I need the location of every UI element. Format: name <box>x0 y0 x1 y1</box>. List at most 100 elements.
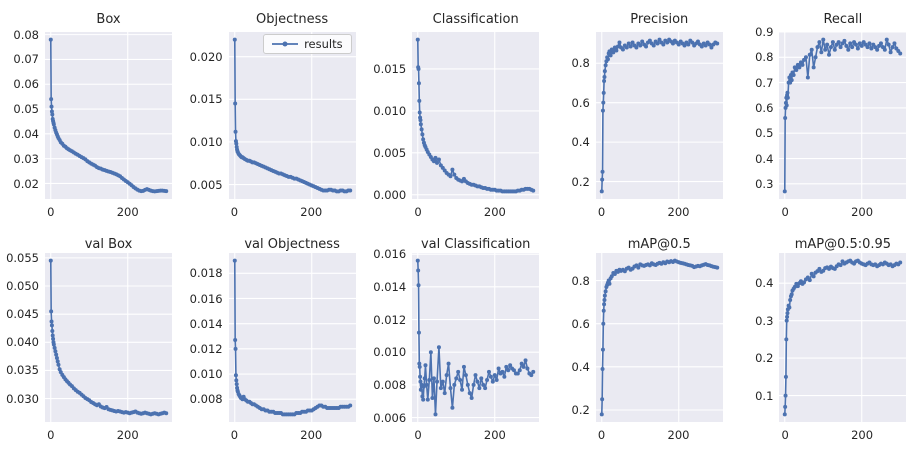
x-tick-label: 200 <box>483 205 506 219</box>
data-point <box>49 323 54 328</box>
data-point <box>600 367 605 371</box>
data-point <box>792 73 797 78</box>
data-point <box>825 42 830 47</box>
data-point <box>437 157 442 162</box>
subplot-recall: Recall 0.3 0.4 0.5 0.6 0.7 0.8 0.9 0 200 <box>734 0 918 230</box>
x-tick-label: 200 <box>116 428 139 442</box>
data-point <box>890 45 895 50</box>
data-point <box>612 45 617 50</box>
data-point <box>232 258 237 263</box>
data-point <box>817 40 822 45</box>
data-point <box>460 387 465 392</box>
data-point <box>49 309 54 314</box>
data-point <box>785 314 790 319</box>
x-tick-label: 0 <box>230 428 239 442</box>
y-tick-label: 0.1 <box>755 388 774 403</box>
plot-area-map-0-5 <box>595 253 723 422</box>
data-point <box>867 41 872 46</box>
data-point <box>506 368 511 373</box>
data-point <box>664 40 669 45</box>
data-point <box>419 387 424 392</box>
data-point <box>651 43 656 48</box>
data-point <box>502 374 507 379</box>
data-point <box>838 45 843 50</box>
data-point <box>612 272 617 277</box>
data-point <box>487 369 492 374</box>
subplot-box: Box 0.02 0.03 0.04 0.05 0.06 0.07 0.08 0 200 <box>0 0 184 230</box>
y-tick-label: 0.05 <box>13 102 39 117</box>
plot-svg-map-0-5-0-95 <box>779 253 907 422</box>
data-point <box>601 308 606 313</box>
data-point <box>417 110 422 115</box>
data-point <box>796 284 801 289</box>
data-point <box>609 274 614 279</box>
data-point <box>483 386 488 391</box>
data-point <box>440 379 445 384</box>
data-point <box>452 172 457 177</box>
data-point <box>813 55 818 60</box>
data-point <box>599 189 604 194</box>
y-tick-label: 0.006 <box>373 410 407 425</box>
data-point <box>833 47 838 52</box>
data-point <box>829 45 834 50</box>
x-tick-label: 200 <box>667 428 690 442</box>
y-tick-label: 0.2 <box>755 351 774 366</box>
subplot-title-box: Box <box>96 12 121 27</box>
data-point <box>682 43 687 48</box>
series-line-results <box>417 260 535 416</box>
y-tick-label: 0.4 <box>755 151 774 166</box>
data-point <box>429 350 434 355</box>
data-point <box>785 318 790 323</box>
data-point <box>885 37 890 42</box>
data-point <box>800 62 805 67</box>
data-point <box>690 40 695 45</box>
data-point <box>628 44 633 49</box>
data-point <box>602 75 607 80</box>
data-point <box>797 65 802 70</box>
data-point <box>439 386 444 391</box>
y-tick-label: 0.005 <box>189 177 223 192</box>
data-point <box>854 42 859 47</box>
series-line-results <box>233 39 350 193</box>
data-point <box>609 47 614 52</box>
legend-line-marker-icon <box>272 41 299 47</box>
y-tick-label: 0.8 <box>571 56 590 71</box>
data-point <box>419 127 424 132</box>
data-point <box>444 373 449 378</box>
data-point <box>784 337 789 342</box>
data-point <box>419 122 424 127</box>
data-point <box>432 376 437 381</box>
plot-svg-box <box>45 32 172 199</box>
data-point <box>417 98 422 103</box>
data-point <box>808 52 813 57</box>
data-point <box>785 103 790 108</box>
y-tick-label: 0.08 <box>13 27 39 42</box>
y-tick-label: 0.6 <box>571 95 590 110</box>
y-tick-label: 0.010 <box>189 134 223 149</box>
x-tick-label: 0 <box>597 428 606 442</box>
series-line-results <box>600 259 718 415</box>
y-tick-label: 0.014 <box>189 316 223 331</box>
x-tick-label: 200 <box>483 428 506 442</box>
subplot-title-map-0-5: mAP@0.5 <box>627 237 691 252</box>
data-point <box>473 373 478 378</box>
data-point <box>848 41 853 46</box>
y-tick-label: 0.010 <box>373 345 407 360</box>
data-point <box>433 155 438 160</box>
data-point <box>810 47 815 52</box>
data-point <box>783 116 788 121</box>
y-tick-label: 0.030 <box>6 391 39 406</box>
subplot-map-0-5: mAP@0.5 0.2 0.4 0.6 0.8 0 200 <box>551 230 735 460</box>
data-point <box>865 45 870 50</box>
subplot-classification: Classification 0.000 0.005 0.010 0.015 0 200 <box>367 0 551 230</box>
data-point <box>600 169 605 174</box>
subplot-title-val-box: val Box <box>84 237 133 252</box>
data-point <box>599 412 604 417</box>
data-point <box>51 336 56 341</box>
data-point <box>50 112 55 117</box>
data-point <box>442 391 447 396</box>
subplot-title-precision: Precision <box>630 12 689 27</box>
y-tick-label: 0.035 <box>6 363 39 378</box>
data-point <box>614 48 619 53</box>
